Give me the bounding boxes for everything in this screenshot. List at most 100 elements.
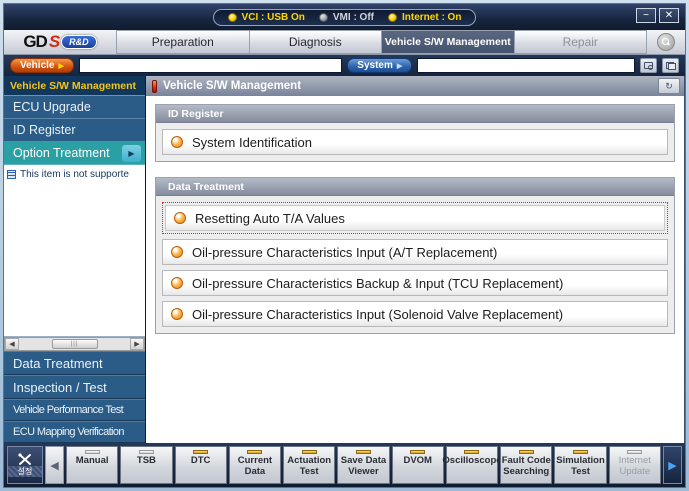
button-label: Oil-pressure Characteristics Backup & In… [192, 275, 564, 291]
button-label: System Identification [192, 134, 312, 150]
vehicle-arrow-icon: ▶ [58, 62, 64, 70]
sidebar-item-vehicle-performance-test[interactable]: Vehicle Performance Test [4, 399, 145, 421]
toolbar-button-dtc[interactable]: DTC [174, 446, 227, 484]
refresh-button[interactable]: ↻ [658, 78, 680, 94]
list-icon [7, 170, 16, 179]
button-label: Oil-pressure Characteristics Input (A/T … [192, 244, 498, 260]
toolbar-button-label: Oscilloscope [442, 455, 502, 466]
vmi-status: VMI : Off [318, 12, 374, 23]
group-header: Data Treatment [156, 178, 674, 196]
status-pill: VCI : USB On VMI : Off Internet : On [212, 8, 477, 26]
titlebar: VCI : USB On VMI : Off Internet : On − ✕ [4, 4, 685, 30]
expand-arrow-icon[interactable]: ▶ [122, 144, 141, 162]
bullet-icon [171, 136, 183, 148]
toolbar-button-fault-code-searching[interactable]: Fault Code Searching [500, 446, 553, 484]
search-icon [661, 37, 671, 47]
toolbar-button-oscilloscope[interactable]: Oscilloscope [442, 446, 502, 484]
main-titlebar: Vehicle S/W Management ↻ [146, 76, 684, 96]
led-indicator-icon [247, 450, 263, 454]
vehicle-select-button[interactable]: Vehicle ▶ [10, 58, 74, 73]
toolbar-next-button[interactable]: ▶ [662, 446, 682, 484]
windows-icon [665, 61, 676, 70]
gds-logo: GD S R&D [4, 30, 116, 54]
focus-outline: Resetting Auto T/A Values [162, 202, 668, 234]
toolbar-button-internet-update[interactable]: Internet Update [608, 446, 661, 484]
led-indicator-icon [355, 450, 371, 454]
toolbar-button-label: Actuation Test [287, 455, 332, 477]
toolbar-button-label: Fault Code Searching [501, 455, 551, 477]
toolbar-button-label: DTC [190, 455, 211, 466]
led-indicator-icon [573, 450, 589, 454]
tab-diagnosis[interactable]: Diagnosis [248, 30, 381, 54]
tab-repair[interactable]: Repair [513, 30, 647, 54]
vci-status-label: VCI : USB On [241, 11, 305, 23]
bullet-icon [171, 246, 183, 258]
led-indicator-icon [518, 450, 534, 454]
toolbar-button-save-data-viewer[interactable]: Save Data Viewer [337, 446, 390, 484]
system-arrow-icon: ▶ [396, 62, 403, 70]
logo-rd-badge: R&D [61, 35, 97, 49]
sidebar-item-option-treatment[interactable]: Option Treatment ▶ [4, 142, 145, 165]
selector-row: Vehicle ▶ System ▶ [4, 55, 685, 76]
toolbar-button-label: TSB [136, 455, 156, 466]
vehicle-value-field[interactable] [78, 58, 343, 73]
sidebar-item-data-treatment[interactable]: Data Treatment [4, 351, 145, 375]
led-indicator-icon [627, 450, 643, 454]
scrollbar-thumb[interactable]: ||| [51, 339, 98, 349]
oil-pressure-input-solenoid-button[interactable]: Oil-pressure Characteristics Input (Sole… [162, 301, 668, 327]
toolbar-button-label: Save Data Viewer [340, 455, 387, 477]
vci-status-led-icon [227, 12, 237, 22]
led-indicator-icon [301, 450, 317, 454]
sidebar-item-ecu-upgrade[interactable]: ECU Upgrade [4, 96, 145, 119]
resetting-auto-ta-values-button[interactable]: Resetting Auto T/A Values [165, 205, 665, 231]
close-button[interactable]: ✕ [659, 8, 679, 23]
header: GD S R&D Preparation Diagnosis Vehicle S/… [4, 30, 685, 55]
toolbar-button-tsb[interactable]: TSB [120, 446, 173, 484]
vci-status: VCI : USB On [227, 11, 305, 23]
minimize-button[interactable]: − [636, 8, 656, 23]
system-value-field[interactable] [417, 58, 635, 73]
camera-icon [644, 62, 653, 70]
system-select-label: System [357, 60, 393, 71]
refresh-icon: ↻ [665, 80, 673, 91]
system-identification-button[interactable]: System Identification [162, 129, 668, 155]
gds-window: VCI : USB On VMI : Off Internet : On − ✕… [3, 3, 686, 488]
group-body: Resetting Auto T/A Values Oil-pressure C… [156, 196, 674, 333]
sidebar-item-inspection-test[interactable]: Inspection / Test [4, 375, 145, 399]
toolbar-button-current-data[interactable]: Current Data [228, 446, 282, 484]
sidebar-title: Vehicle S/W Management [4, 76, 145, 96]
oil-pressure-backup-input-tcu-button[interactable]: Oil-pressure Characteristics Backup & In… [162, 270, 668, 296]
sidebar-horizontal-scrollbar[interactable]: ◀ ||| ▶ [4, 337, 145, 351]
toolbar-button-label: Internet Update [618, 455, 651, 477]
scroll-left-icon[interactable]: ◀ [5, 338, 19, 350]
led-indicator-icon [138, 450, 154, 454]
search-zone [647, 30, 685, 54]
tab-preparation[interactable]: Preparation [116, 30, 249, 54]
toolbar-button-dvom[interactable]: DVOM [391, 446, 444, 484]
toolbar-button-simulation-test[interactable]: Simulation Test [554, 446, 607, 484]
toolbar-button-label: Simulation Test [556, 455, 605, 477]
toolbar-prev-button[interactable]: ◀ [45, 446, 64, 484]
window-layout-button[interactable] [662, 58, 679, 73]
settings-button[interactable]: 설정 [7, 446, 43, 484]
vmi-status-led-icon [318, 12, 328, 22]
body: Vehicle S/W Management ECU Upgrade ID Re… [4, 76, 685, 443]
search-button[interactable] [657, 33, 675, 51]
toolbar-button-manual[interactable]: Manual [66, 446, 119, 484]
led-indicator-icon [84, 450, 100, 454]
tab-vehicle-sw-management[interactable]: Vehicle S/W Management [381, 30, 514, 54]
group-header: ID Register [156, 105, 674, 123]
capture-button[interactable] [640, 58, 657, 73]
sidebar-note-text: This item is not supporte [20, 169, 129, 180]
internet-status: Internet : On [388, 12, 461, 23]
group-id-register: ID Register System Identification [155, 104, 675, 162]
oil-pressure-input-at-button[interactable]: Oil-pressure Characteristics Input (A/T … [162, 239, 668, 265]
toolbar-button-actuation-test[interactable]: Actuation Test [283, 446, 336, 484]
led-indicator-icon [193, 450, 209, 454]
system-select-button[interactable]: System ▶ [347, 58, 413, 73]
sidebar-item-id-register[interactable]: ID Register [4, 119, 145, 142]
scrollbar-track[interactable]: ||| [19, 338, 130, 350]
sidebar-item-ecu-mapping-verification[interactable]: ECU Mapping Verification [4, 421, 145, 443]
logo-s-swoosh: S [48, 32, 60, 51]
scroll-right-icon[interactable]: ▶ [130, 338, 144, 350]
